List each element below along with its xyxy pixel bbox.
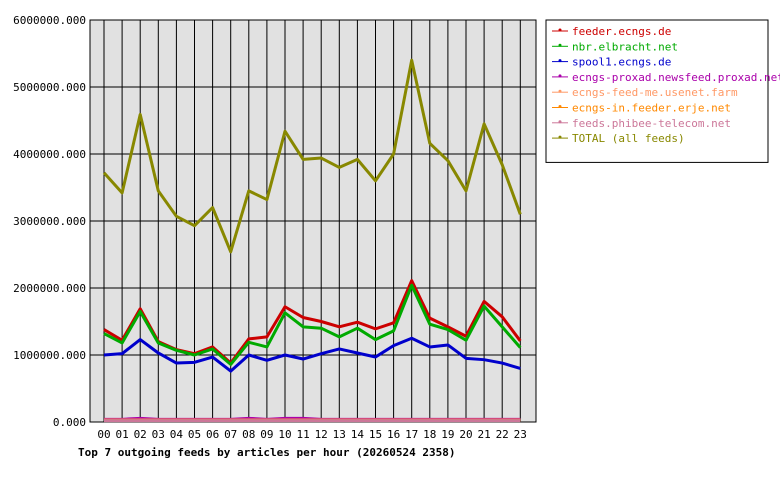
series-line-7 (102, 58, 522, 254)
legend-swatch-dot (558, 28, 562, 32)
y-axis-ticks: 0.000 1000000.000 2000000.000 3000000.000 40… (13, 14, 86, 429)
y-tick-label: 0.000 (53, 416, 86, 429)
y-tick-label: 1000000.000 (13, 349, 86, 362)
legend-label: TOTAL (all feeds) (572, 132, 685, 145)
chart-title: Top 7 outgoing feeds by articles per hou… (78, 446, 456, 459)
x-tick-label: 16 (387, 428, 400, 441)
x-tick-label: 18 (423, 428, 436, 441)
y-tick-label: 2000000.000 (13, 282, 86, 295)
legend-swatch-dot (558, 89, 562, 93)
legend-box (545, 19, 769, 163)
x-tick-label: 06 (206, 428, 219, 441)
series-lines (102, 58, 522, 423)
x-tick-label: 09 (260, 428, 273, 441)
x-tick-label: 05 (188, 428, 201, 441)
x-tick-label: 01 (115, 428, 128, 441)
legend-swatch-dot (558, 105, 562, 108)
legend-label: ecngs-in.feeder.erje.net (572, 102, 731, 115)
x-tick-label: 19 (441, 428, 454, 441)
x-tick-label: 20 (459, 428, 472, 441)
x-tick-label: 13 (333, 428, 346, 441)
legend-label: feeds.phibee-telecom.net (572, 117, 731, 130)
legend-swatch-dot (558, 135, 562, 139)
y-tick-label: 4000000.000 (13, 148, 86, 161)
legend-label: spool1.ecngs.de (572, 56, 671, 69)
x-tick-label: 04 (170, 428, 184, 441)
y-tick-label: 3000000.000 (13, 215, 86, 228)
x-tick-label: 07 (224, 428, 237, 441)
x-axis-ticks: 00 01 02 03 04 05 06 07 08 09 10 11 12 13 14 15 16 17 18 19… (97, 428, 527, 441)
legend-label: feeder.ecngs.de (572, 25, 671, 38)
x-tick-label: 11 (296, 428, 309, 441)
x-tick-label: 10 (278, 428, 291, 441)
x-tick-label: 03 (152, 428, 165, 441)
x-tick-label: 21 (477, 428, 490, 441)
y-tick-label: 5000000.000 (13, 81, 86, 94)
x-tick-label: 08 (242, 428, 255, 441)
x-tick-label: 23 (514, 428, 527, 441)
legend-swatch-dot (558, 120, 562, 124)
legend-label: ecngs-proxad.newsfeed.proxad.net (572, 71, 780, 84)
x-tick-label: 02 (134, 428, 147, 441)
legend-swatch-dot (558, 59, 562, 63)
x-tick-label: 14 (351, 428, 365, 441)
x-tick-label: 17 (405, 428, 418, 441)
y-tick-label: 6000000.000 (13, 14, 86, 27)
legend-swatch-dot (558, 43, 562, 47)
legend-label: ecngs-feed-me.usenet.farm (572, 86, 738, 99)
x-tick-label: 15 (369, 428, 382, 441)
legend-label: nbr.elbracht.net (572, 40, 678, 53)
series-line-1 (103, 283, 522, 366)
legend-swatch-dot (558, 74, 562, 78)
x-tick-label: 12 (315, 428, 328, 441)
x-tick-label: 00 (97, 428, 110, 441)
series-line-2 (103, 336, 521, 373)
legend: feeder.ecngs.de nbr.elbracht.net spool1.ec… (545, 19, 780, 163)
x-tick-label: 22 (496, 428, 509, 441)
